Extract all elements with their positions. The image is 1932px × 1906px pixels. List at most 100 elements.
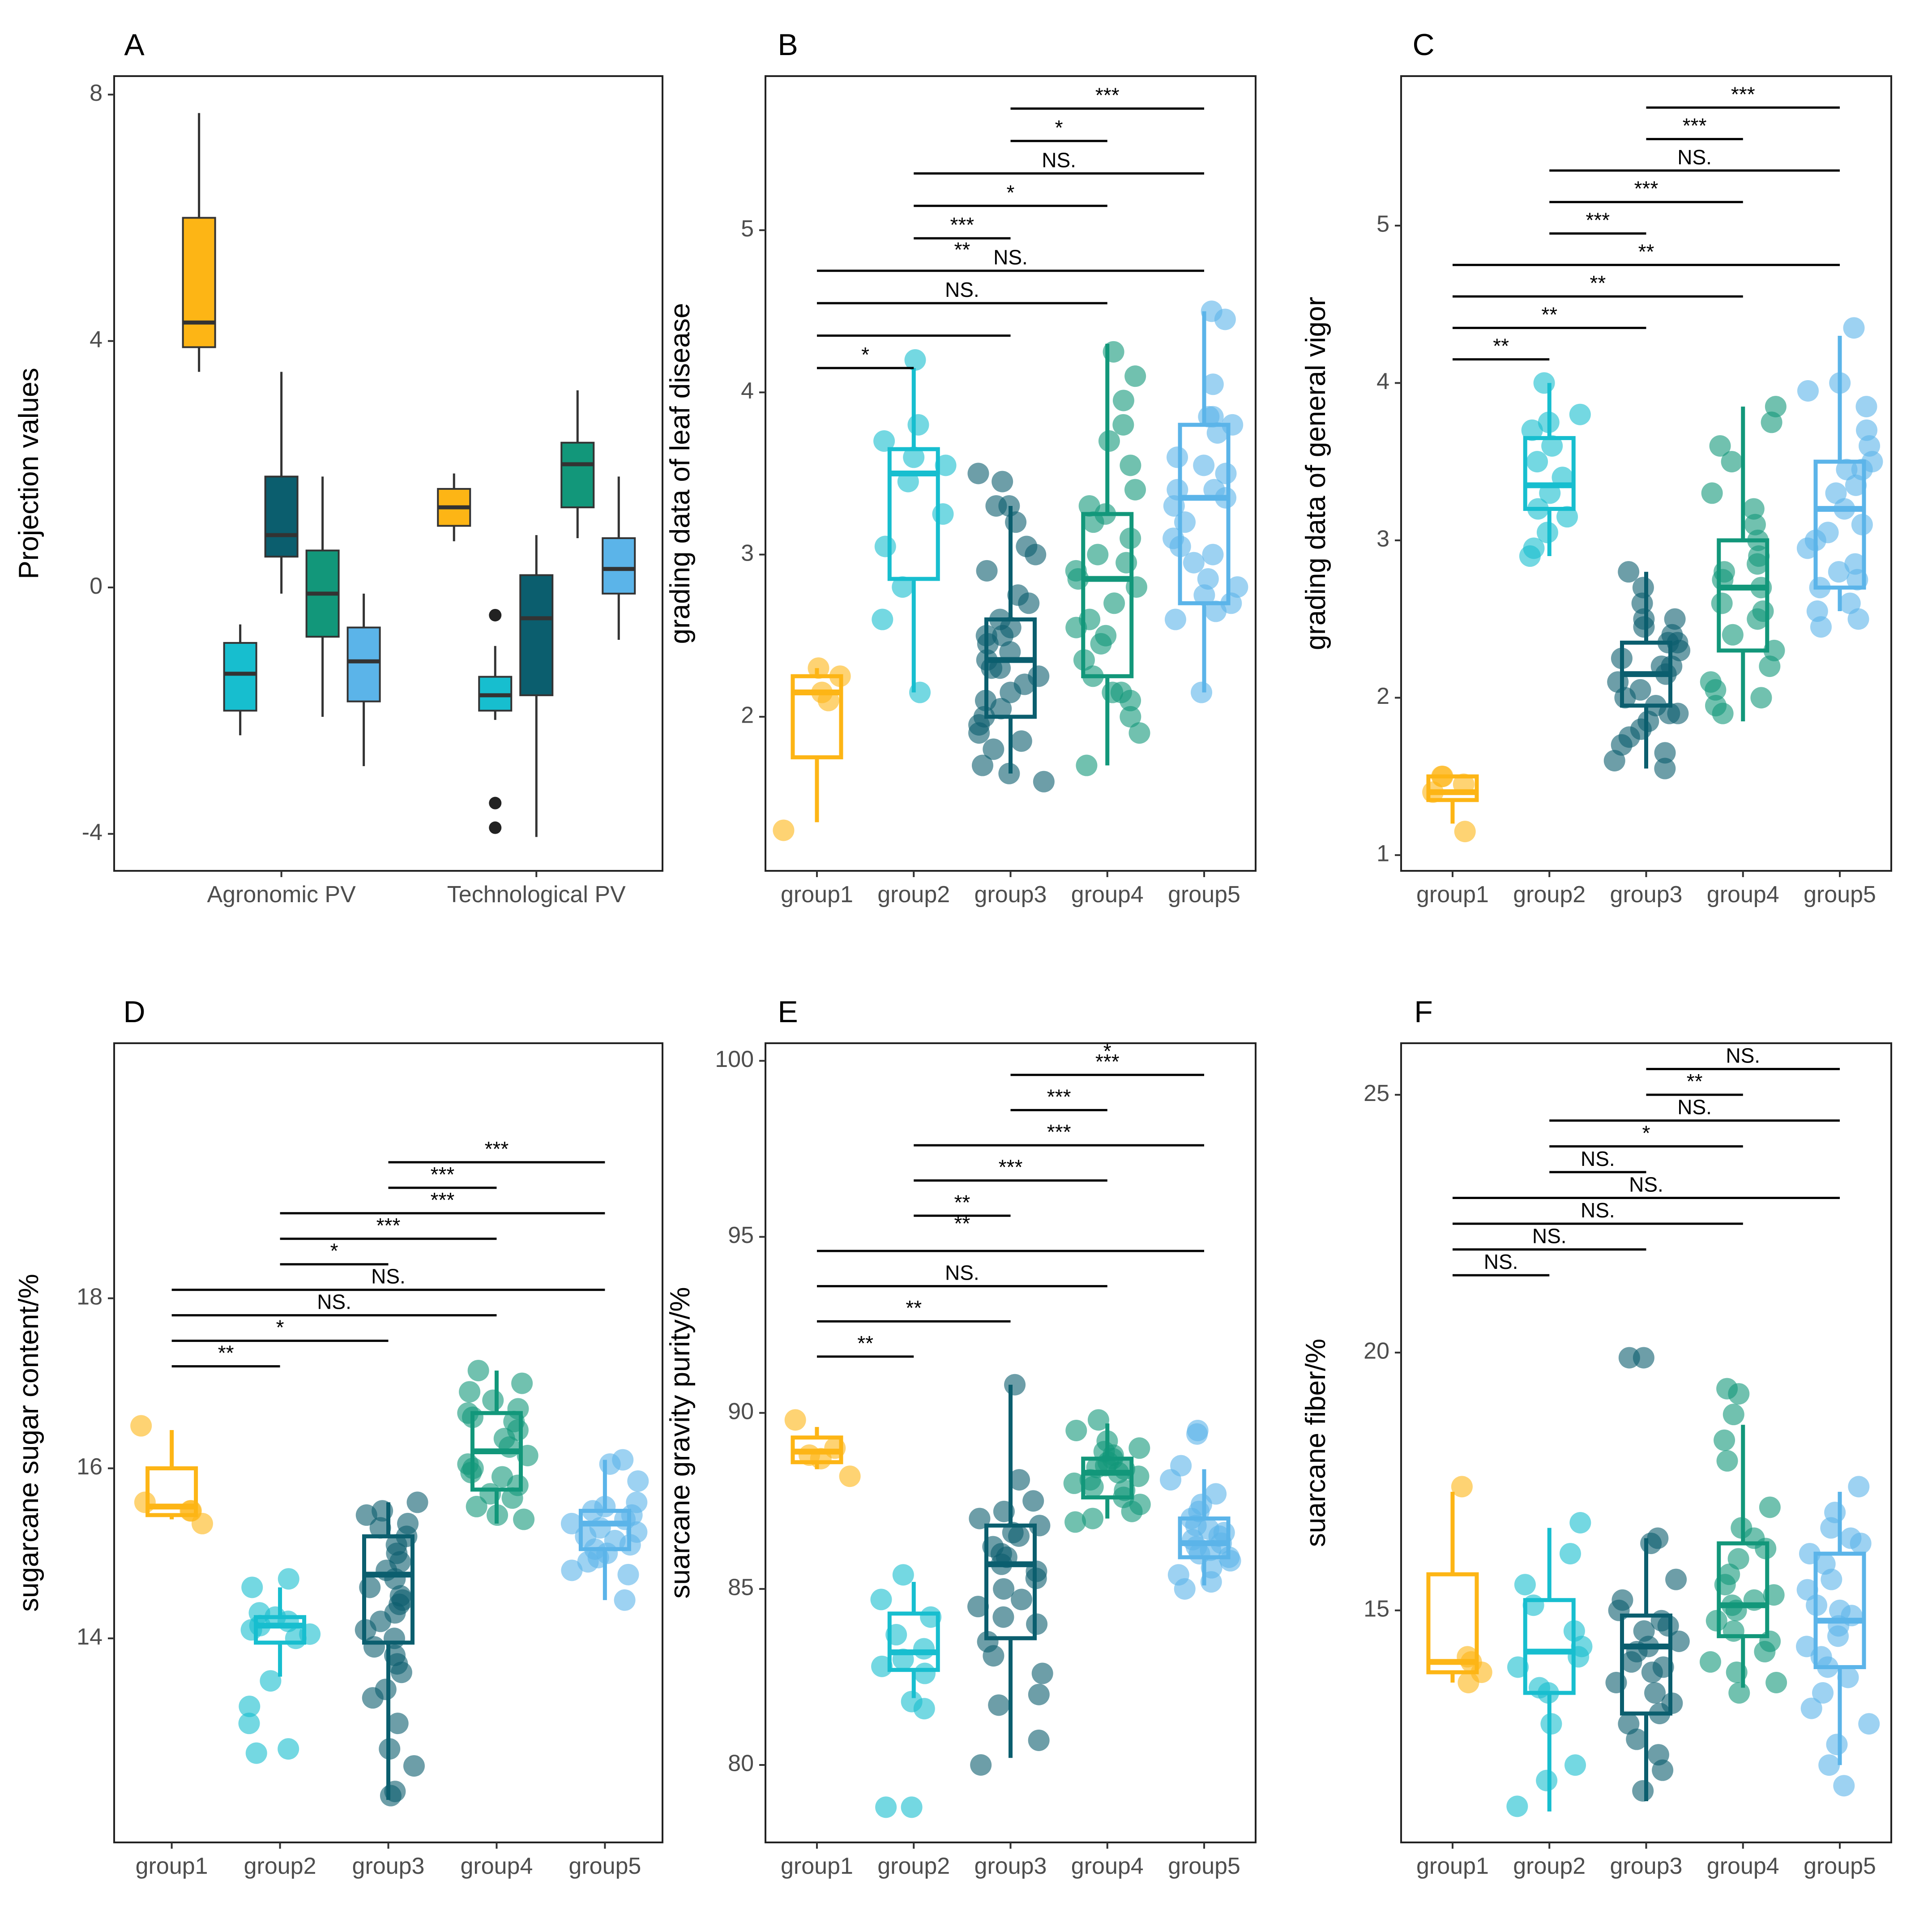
data-point [1665, 1568, 1687, 1590]
significance-label: NS. [1677, 146, 1712, 169]
significance-label: *** [1047, 1085, 1071, 1108]
data-point [355, 1504, 377, 1526]
y-tick-label: 80 [728, 1751, 754, 1777]
y-tick-label: 5 [1376, 211, 1389, 237]
data-point [1569, 1512, 1591, 1533]
data-point [403, 1755, 425, 1777]
box-group1 [791, 668, 843, 822]
significance-label: NS. [1629, 1173, 1663, 1196]
data-point [1010, 730, 1032, 752]
x-tick-label: group1 [781, 1853, 853, 1879]
data-point [390, 1662, 412, 1683]
data-point [1521, 419, 1543, 441]
significance-label: *** [376, 1214, 401, 1237]
data-point [498, 1436, 520, 1458]
box-body [984, 617, 1037, 719]
data-point [1186, 1423, 1208, 1445]
significance-label: NS. [1726, 1044, 1760, 1067]
data-point [1825, 482, 1847, 504]
box-body [1523, 436, 1576, 511]
data-point [839, 1465, 861, 1487]
box-group4 [305, 476, 340, 717]
y-tick-label: 95 [728, 1222, 754, 1248]
x-tick-label: group2 [1513, 882, 1586, 908]
data-point [1654, 742, 1676, 764]
box-group5 [578, 1460, 631, 1600]
data-point [1064, 1511, 1086, 1533]
box-body [519, 574, 554, 696]
data-point [1752, 600, 1774, 622]
significance-label: *** [1634, 177, 1658, 200]
x-tick-label: group5 [1168, 882, 1240, 908]
box-body [254, 1615, 307, 1645]
data-point [1664, 608, 1686, 630]
data-point [1750, 687, 1772, 709]
significance-label: NS. [317, 1290, 351, 1314]
data-point [241, 1576, 263, 1598]
significance-bracket: *** [1010, 83, 1205, 110]
box-body [1717, 1541, 1770, 1638]
data-point [1800, 1697, 1822, 1719]
data-point [260, 1670, 282, 1692]
y-tick-label: 2 [1376, 683, 1389, 709]
significance-bracket: *** [1549, 208, 1646, 235]
significance-label: ** [954, 238, 970, 261]
data-point [1018, 592, 1040, 614]
data-point [1215, 463, 1237, 484]
data-point [1197, 1518, 1219, 1540]
data-point [1120, 706, 1141, 728]
data-point [971, 754, 993, 776]
x-tick-label: group3 [1610, 1853, 1683, 1879]
box-group5 [1813, 335, 1866, 612]
data-point [907, 414, 929, 436]
data-point [870, 1589, 892, 1610]
data-point [238, 1713, 260, 1735]
box-group1 [182, 113, 216, 372]
significance-bracket: NS. [1646, 1044, 1840, 1071]
box-group3 [1620, 572, 1672, 769]
data-point [901, 1796, 923, 1818]
data-point [1603, 750, 1625, 771]
data-point [1657, 1615, 1679, 1637]
data-point [1847, 608, 1869, 630]
significance-bracket: NS. [816, 278, 1107, 304]
data-point [1820, 1517, 1842, 1539]
significance-bracket: NS. [1452, 1225, 1646, 1251]
y-tick-label: 4 [741, 378, 754, 404]
significance-bracket: ** [171, 1341, 280, 1368]
significance-bracket: *** [280, 1214, 497, 1240]
data-point [914, 1662, 936, 1684]
panel-c: C 1 2 3 4 5 grading data of general vigor group… [1300, 28, 1892, 908]
significance-bracket: NS. [1452, 1250, 1550, 1276]
y-tick-label: 100 [715, 1046, 754, 1072]
box-body [1813, 459, 1866, 590]
box-group1 [437, 473, 471, 541]
data-point [1618, 561, 1640, 583]
box-body [984, 1523, 1037, 1640]
data-point [1090, 633, 1112, 655]
significance-bracket: *** [280, 1188, 605, 1215]
box-group1 [791, 1427, 843, 1469]
data-point [1810, 616, 1832, 638]
data-point [1765, 1672, 1787, 1693]
significance-bracket: NS. [816, 246, 1205, 272]
data-point [1103, 592, 1125, 614]
plot-frame [113, 75, 663, 872]
data-point [1797, 380, 1819, 402]
data-point [627, 1470, 649, 1492]
significance-bracket: * [914, 181, 1107, 207]
y-tick-label: 3 [741, 540, 754, 566]
data-point [1827, 1625, 1849, 1647]
data-point [1754, 1640, 1776, 1662]
data-point [245, 1742, 267, 1764]
data-point [1796, 1579, 1818, 1601]
x-tick-label: group4 [1071, 882, 1144, 908]
y-tick-label: 4 [90, 326, 103, 352]
box-body [560, 441, 595, 509]
y-tick-label: 14 [77, 1624, 103, 1650]
box-body [1813, 1551, 1866, 1669]
significance-label: * [1007, 181, 1015, 204]
box-group3 [984, 1384, 1037, 1758]
significance-label: ** [1590, 271, 1606, 295]
significance-label: ** [218, 1341, 234, 1365]
